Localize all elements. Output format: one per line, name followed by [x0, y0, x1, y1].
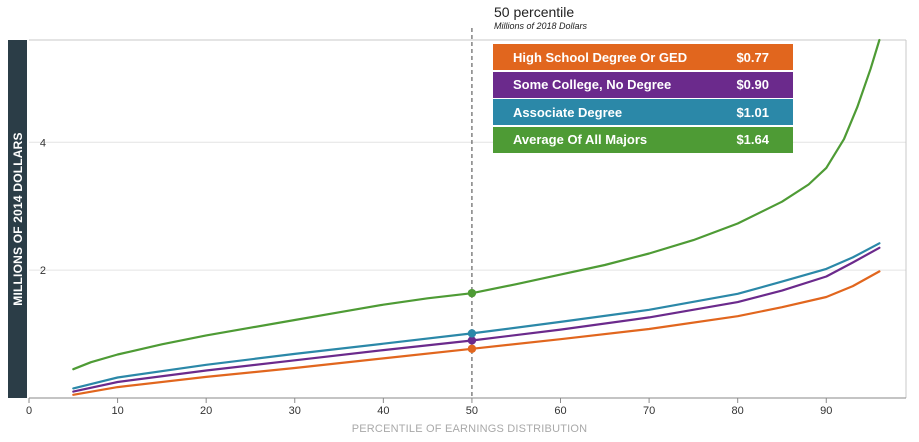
cursor-subtitle: Millions of 2018 Dollars — [494, 21, 588, 31]
legend-row-average: Average Of All Majors $1.64 — [493, 126, 793, 153]
series-line — [72, 270, 881, 396]
tooltip-legend: High School Degree Or GED $0.77 Some Col… — [493, 44, 793, 154]
legend-value: $0.77 — [736, 49, 769, 65]
cursor-title: 50 percentile — [494, 4, 575, 20]
series-line — [72, 38, 881, 371]
legend-value: $0.90 — [736, 77, 769, 92]
y-axis-bar — [8, 40, 27, 398]
x-tick-label: 40 — [377, 405, 389, 417]
x-tick-label: 10 — [111, 405, 123, 417]
legend-row-some-college: Some College, No Degree $0.90 — [493, 71, 793, 98]
y-axis-label-box: MILLIONS OF 2014 DOLLARS — [8, 40, 27, 398]
legend-row-high-school: High School Degree Or GED $0.77 — [493, 44, 793, 70]
series-line — [72, 242, 881, 390]
x-tick-label: 70 — [643, 405, 655, 417]
x-tick-label: 0 — [26, 405, 32, 417]
legend-label: High School Degree Or GED — [513, 49, 688, 65]
x-tick-label: 60 — [554, 405, 566, 417]
cursor-header: 50 percentile Millions of 2018 Dollars — [494, 3, 794, 32]
legend-label: Some College, No Degree — [513, 77, 672, 92]
legend-value: $1.64 — [736, 132, 769, 147]
x-tick-label: 20 — [200, 405, 212, 417]
x-tick-label: 90 — [820, 405, 832, 417]
y-tick-label: 2 — [40, 265, 46, 277]
legend-label: Associate Degree — [513, 104, 623, 120]
cursor-marker — [467, 344, 477, 353]
y-tick-label: 4 — [40, 137, 46, 149]
cursor-marker — [467, 336, 477, 345]
cursor-marker — [467, 329, 477, 338]
x-tick-label: 50 — [466, 405, 478, 417]
x-tick-label: 80 — [732, 405, 744, 417]
x-tick-label: 30 — [289, 405, 301, 417]
series-line — [72, 246, 881, 393]
legend-label: Average Of All Majors — [513, 132, 648, 147]
x-axis-label: PERCENTILE OF EARNINGS DISTRIBUTION — [351, 423, 588, 435]
y-axis-label: MILLIONS OF 2014 DOLLARS — [10, 132, 25, 306]
legend-value: $1.01 — [736, 104, 769, 120]
cursor-marker — [467, 288, 477, 298]
legend-row-associate: Associate Degree $1.01 — [493, 99, 793, 125]
